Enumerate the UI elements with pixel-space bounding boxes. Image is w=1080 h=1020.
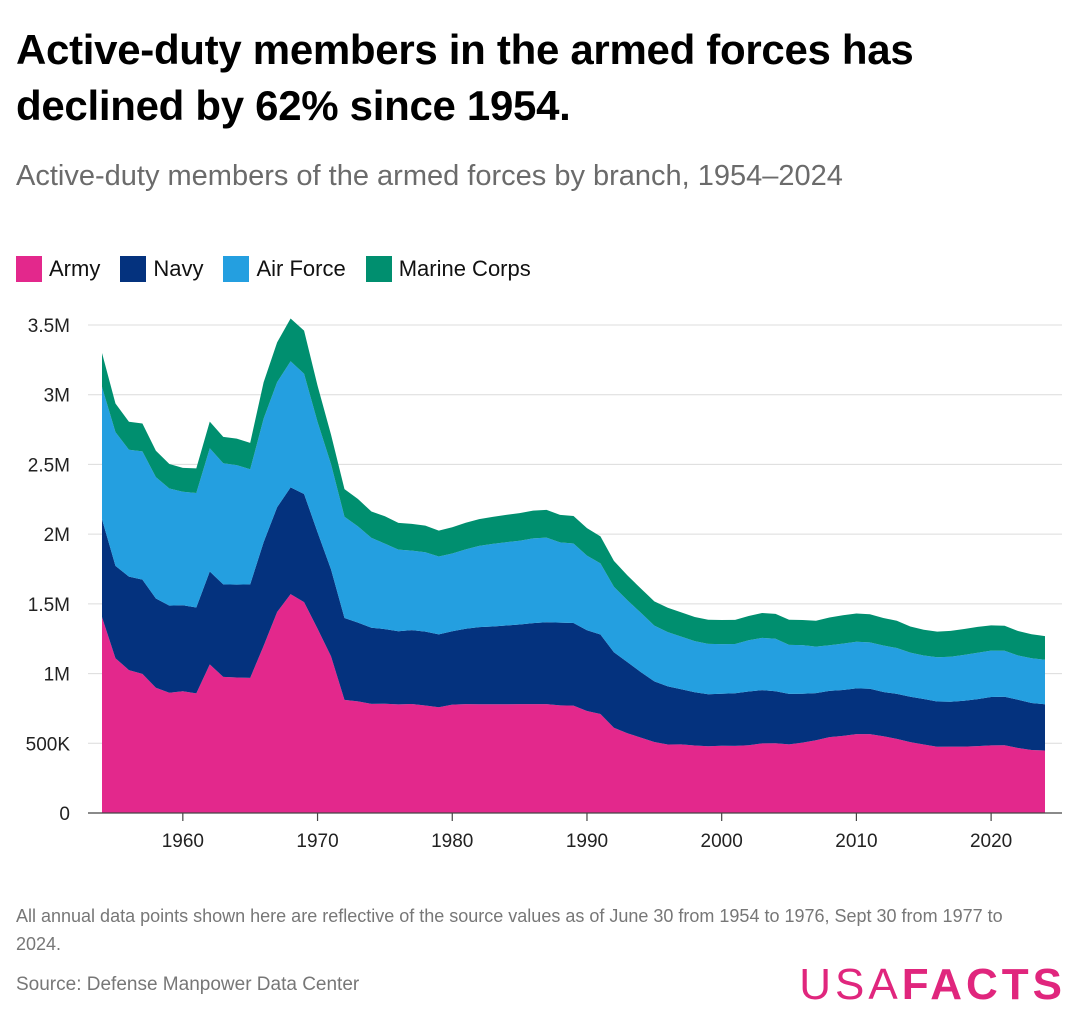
area-chart: 0 500K 1M 1.5M 2M 2.5M 3M 3.5M 1960 1970 1980 1990 2… xyxy=(26,316,1062,852)
area-army[interactable] xyxy=(102,594,1045,813)
logo-facts-text: FACTS xyxy=(901,960,1066,1009)
source-note: Source: Defense Manpower Data Center xyxy=(16,974,360,995)
y-tick-label: 1M xyxy=(44,665,70,686)
legend-swatch-air-force xyxy=(223,256,250,282)
x-tick-label: 1960 xyxy=(162,831,204,852)
footnote: All annual data points shown here are re… xyxy=(16,906,1003,954)
x-tick-label: 1970 xyxy=(296,831,338,852)
x-tick-label: 1980 xyxy=(431,831,473,852)
chart-title: Active-duty members in the armed forces … xyxy=(16,26,914,129)
x-tick-label: 1990 xyxy=(566,831,608,852)
y-tick-label: 2M xyxy=(44,525,70,546)
y-tick-label: 1.5M xyxy=(28,595,70,616)
legend-item-air-force[interactable]: Air Force xyxy=(223,256,346,282)
y-tick-label: 2.5M xyxy=(28,455,70,476)
legend-label-army: Army xyxy=(49,256,101,281)
area-series xyxy=(102,318,1045,813)
area-air-force[interactable] xyxy=(102,361,1045,705)
x-tick-label: 2000 xyxy=(701,831,743,852)
area-navy[interactable] xyxy=(102,487,1045,751)
usafacts-logo: USAFACTS xyxy=(799,958,1066,1012)
chart-subtitle: Active-duty members of the armed forces … xyxy=(16,160,843,192)
legend-swatch-navy xyxy=(120,256,147,282)
legend-swatch-marine-corps xyxy=(365,256,392,282)
legend-item-marine-corps[interactable]: Marine Corps xyxy=(365,256,531,282)
x-tick-label: 2010 xyxy=(835,831,877,852)
y-tick-label: 0 xyxy=(59,804,70,825)
legend-item-navy[interactable]: Navy xyxy=(120,256,203,282)
y-tick-label: 3.5M xyxy=(28,316,70,337)
legend-item-army[interactable]: Army xyxy=(16,256,100,282)
logo-usa-text: USA xyxy=(799,960,902,1009)
legend-label-navy: Navy xyxy=(153,256,204,281)
axes: 0 500K 1M 1.5M 2M 2.5M 3M 3.5M 1960 1970 1980 1990 2… xyxy=(26,316,1062,852)
y-tick-label: 3M xyxy=(44,386,70,407)
legend-label-marine-corps: Marine Corps xyxy=(398,256,531,281)
legend-label-air-force: Air Force xyxy=(256,256,346,281)
y-tick-label: 500K xyxy=(26,734,71,755)
legend-swatch-army xyxy=(16,256,42,282)
legend: Army Navy Air Force Marine Corps xyxy=(16,256,551,282)
x-tick-label: 2020 xyxy=(970,831,1012,852)
